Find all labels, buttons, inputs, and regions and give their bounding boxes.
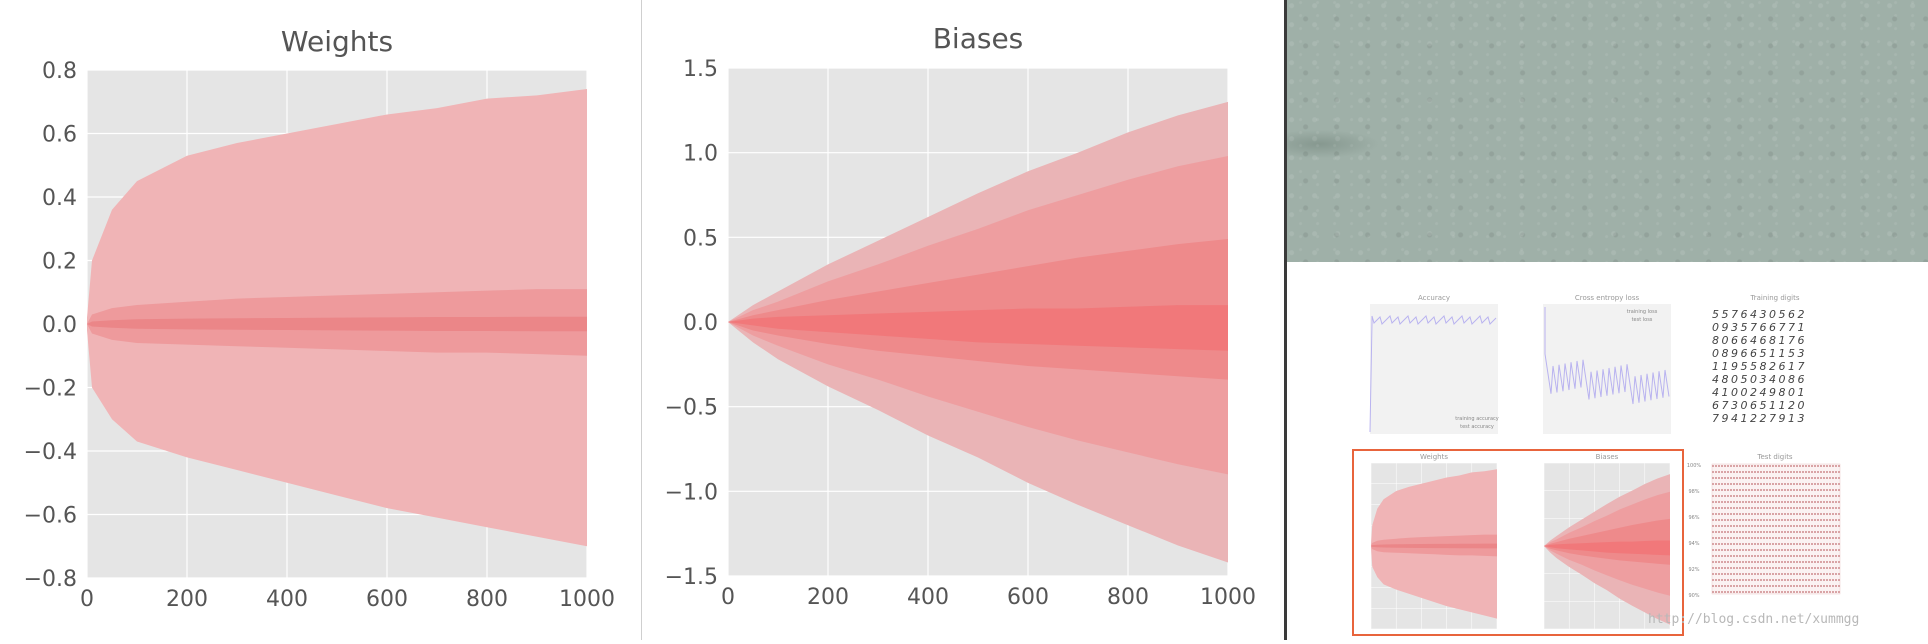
thumb-test-digits-grid	[1711, 463, 1841, 595]
x-tick-label: 200	[166, 587, 208, 612]
y-tick-label: 0.4	[42, 186, 77, 211]
x-tick-label: 1000	[559, 587, 615, 612]
thumb-digit-row: 5576430562	[1712, 308, 1807, 321]
x-tick-label: 800	[466, 587, 508, 612]
thumb-digit-row: 0935766771	[1712, 321, 1807, 334]
thumb-loss-plot	[1543, 304, 1671, 434]
thumb-digit-row: 7941227913	[1712, 412, 1807, 425]
thumb-digit-row: 4100249801	[1712, 386, 1807, 399]
band-3	[1371, 543, 1497, 549]
thumb-accuracy-line	[1369, 315, 1497, 433]
band-3	[87, 316, 587, 332]
x-tick-label: 400	[907, 585, 949, 610]
thumb-test-digits-title: Test digits	[1756, 453, 1793, 461]
thumb-test-tick: 96%	[1688, 515, 1699, 521]
y-tick-label: 0.6	[42, 122, 77, 147]
thumb-test-tick: 98%	[1688, 489, 1699, 495]
thumb-legend-training-accuracy: training accuracy	[1455, 416, 1499, 422]
x-tick-label: 800	[1107, 585, 1149, 610]
thumb-digit-row: 0896651153	[1712, 347, 1807, 360]
x-tick-label: 1000	[1200, 585, 1256, 610]
weights-chart: Weights −0.8 −0.6 −0.4 −0.2 0.0 0.2 0.4 0.6 0.8 0 2…	[0, 0, 640, 640]
x-tick-label: 400	[266, 587, 308, 612]
thumb-test-tick: 92%	[1688, 567, 1699, 573]
y-tick-label: −1.5	[665, 565, 718, 590]
y-tick-label: 0.5	[683, 226, 718, 251]
thumb-training-digits-title: Training digits	[1749, 294, 1799, 302]
chart-title: Biases	[933, 22, 1024, 55]
y-tick-label: 0.0	[42, 313, 77, 338]
thumb-test-tick: 100%	[1687, 463, 1702, 469]
y-tick-label: 1.0	[683, 142, 718, 167]
y-tick-label: −0.8	[24, 567, 77, 592]
biases-chart-svg: Biases −1.5 −1.0 −0.5 0.0 0.5 1.0 1.5 0 200 400 600…	[665, 22, 1256, 610]
thumb-biases-title: Biases	[1596, 453, 1619, 461]
thumb-digit-row: 1195582617	[1712, 360, 1807, 373]
thumb-test-tick: 94%	[1688, 541, 1699, 547]
thumb-highlight-box	[1352, 449, 1684, 636]
dashboard-thumbnail: Accuracy training accuracy test accuracy Cr…	[1287, 262, 1928, 640]
y-tick-label: −0.5	[665, 396, 718, 421]
thumb-loss-line	[1544, 307, 1670, 405]
band-4	[728, 305, 1228, 351]
thumb-weights-title: Weights	[1420, 453, 1448, 461]
x-tick-label: 600	[366, 587, 408, 612]
thumb-digit-row: 6730651120	[1712, 399, 1807, 412]
y-tick-label: 0.8	[42, 59, 77, 84]
thumb-legend-test-accuracy: test accuracy	[1460, 424, 1494, 430]
thumb-accuracy-title: Accuracy	[1418, 294, 1450, 302]
x-tick-label: 0	[80, 587, 94, 612]
thumb-test-tick: 90%	[1688, 593, 1699, 599]
x-tick-label: 0	[721, 585, 735, 610]
x-tick-label: 200	[807, 585, 849, 610]
dashboard-thumbnail-svg: Accuracy training accuracy test accuracy Cr…	[1352, 294, 1841, 636]
band-4	[1544, 540, 1670, 556]
y-tick-label: −0.2	[24, 376, 77, 401]
biases-chart: Biases −1.5 −1.0 −0.5 0.0 0.5 1.0 1.5 0 200 400 600…	[641, 0, 1285, 640]
thumb-loss-title: Cross entropy loss	[1575, 294, 1640, 302]
y-tick-label: −0.4	[24, 440, 77, 465]
x-tick-label: 600	[1007, 585, 1049, 610]
thumb-legend-test-loss: test loss	[1632, 317, 1653, 323]
thumb-legend-training-loss: training loss	[1627, 309, 1658, 315]
y-tick-label: −1.0	[665, 480, 718, 505]
y-tick-label: 0.0	[683, 311, 718, 336]
background-texture-image	[1287, 0, 1928, 262]
watermark-url: http://blog.csdn.net/xummgg	[1648, 612, 1860, 627]
y-tick-label: −0.6	[24, 503, 77, 528]
y-tick-label: 1.5	[683, 57, 718, 82]
weights-chart-svg: Weights −0.8 −0.6 −0.4 −0.2 0.0 0.2 0.4 0.6 0.8 0 2…	[24, 25, 615, 612]
panel-divider	[1284, 0, 1287, 640]
thumb-digit-row: 4805034086	[1712, 373, 1807, 386]
y-tick-label: 0.2	[42, 249, 77, 274]
thumb-digit-row: 8066468176	[1712, 334, 1807, 347]
thumb-accuracy-plot	[1370, 304, 1498, 434]
chart-title: Weights	[281, 25, 393, 58]
